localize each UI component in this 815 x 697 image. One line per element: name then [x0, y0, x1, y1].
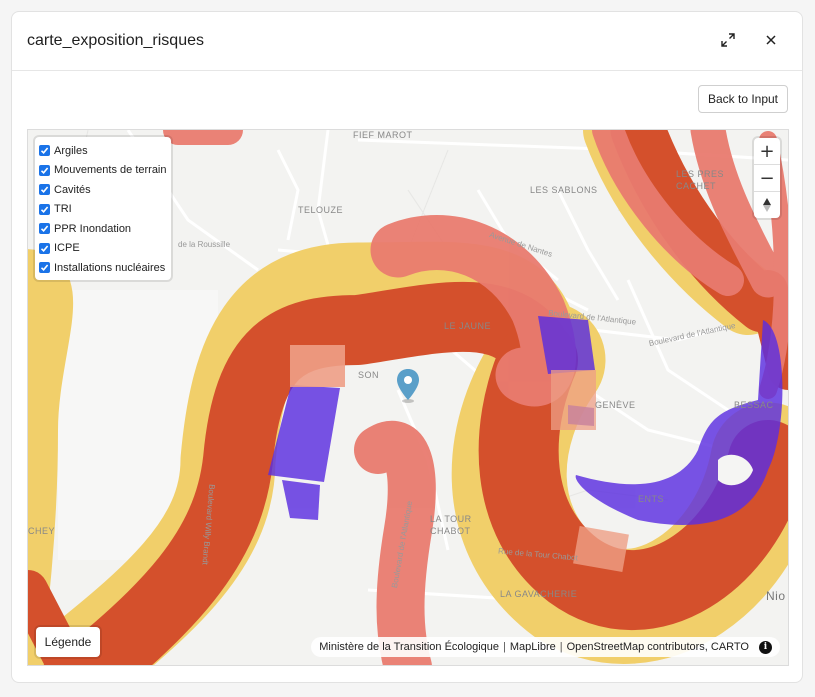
checkbox-checked-icon[interactable] [39, 145, 50, 157]
checkbox-checked-icon[interactable] [39, 242, 50, 254]
place-label: LA GAVACHERIE [500, 589, 578, 599]
expand-button[interactable] [716, 28, 740, 52]
layer-toggle[interactable]: Argiles [39, 141, 167, 161]
expand-icon [721, 33, 735, 47]
checkbox-checked-icon[interactable] [39, 203, 50, 215]
layer-toggle[interactable]: PPR Inondation [39, 219, 167, 239]
dialog-header: carte_exposition_risques [12, 12, 802, 71]
attribution-separator: | [503, 641, 506, 653]
map-basemap [28, 130, 788, 665]
map-canvas[interactable]: FIEF MAROT LES SABLONS TELOUZE LE JAUNE … [27, 129, 789, 666]
place-label: FIEF MAROT [353, 130, 413, 140]
layer-label: Cavités [54, 183, 91, 196]
location-marker-icon[interactable] [396, 368, 420, 404]
place-label: LE JAUNE [444, 321, 492, 331]
attribution-separator: | [559, 641, 563, 653]
place-label-line: CHABOT [430, 526, 471, 536]
place-label: TELOUZE [298, 205, 344, 215]
layer-toggle[interactable]: TRI [39, 200, 167, 220]
checkbox-checked-icon[interactable] [39, 164, 50, 176]
layer-toggle[interactable]: Mouvements de terrain [39, 161, 167, 181]
checkbox-checked-icon[interactable] [39, 262, 50, 274]
layer-toggle[interactable]: Cavités [39, 180, 167, 200]
layer-label: ICPE [54, 242, 80, 255]
info-icon[interactable]: i [759, 640, 772, 654]
layer-label: Mouvements de terrain [54, 164, 167, 177]
compass-icon [763, 198, 771, 212]
attribution-source[interactable]: OpenStreetMap contributors, CARTO [566, 641, 749, 653]
layer-label: TRI [54, 203, 72, 216]
place-label: LES SABLONS [530, 185, 598, 195]
place-label: SON [358, 370, 380, 380]
compass-button[interactable] [754, 192, 780, 218]
checkbox-checked-icon[interactable] [39, 184, 50, 196]
zoom-out-button[interactable]: − [754, 165, 780, 192]
place-label-line: LA TOUR [430, 514, 472, 524]
map-attribution: Ministère de la Transition Écologique | … [311, 637, 780, 657]
layer-toggle[interactable]: Installations nucléaires [39, 258, 167, 278]
attribution-source[interactable]: Ministère de la Transition Écologique [319, 641, 500, 653]
layer-toggle[interactable]: ICPE [39, 239, 167, 259]
place-label: Nio [766, 589, 786, 603]
place-label: LA TOUR CHABOT [430, 513, 472, 537]
place-label-line: CACHET [676, 181, 717, 191]
legend-button[interactable]: Légende [36, 627, 100, 657]
place-label-line: LES PRES [676, 169, 725, 179]
layer-control: Argiles Mouvements de terrain Cavités TRI PP… [35, 137, 171, 280]
map-dialog: carte_exposition_risques Back to Input [11, 11, 803, 683]
dialog-title: carte_exposition_risques [27, 32, 204, 49]
attribution-source[interactable]: MapLibre [509, 641, 556, 653]
place-label: LES PRES CACHET [676, 168, 724, 192]
layer-label: PPR Inondation [54, 222, 132, 235]
checkbox-checked-icon[interactable] [39, 223, 50, 235]
layer-label: Argiles [54, 144, 88, 157]
close-icon [766, 35, 776, 45]
place-label: ENTS [638, 494, 665, 504]
place-label: GENÈVE [595, 400, 636, 410]
place-label: BESSAC [734, 400, 774, 410]
place-label: CHEY [28, 526, 56, 536]
zoom-control: + − [754, 138, 780, 218]
close-button[interactable] [759, 28, 783, 52]
street-label: de la Roussille [178, 240, 231, 249]
layer-label: Installations nucléaires [54, 261, 166, 274]
zoom-in-button[interactable]: + [754, 138, 780, 165]
back-to-input-button[interactable]: Back to Input [698, 85, 788, 113]
